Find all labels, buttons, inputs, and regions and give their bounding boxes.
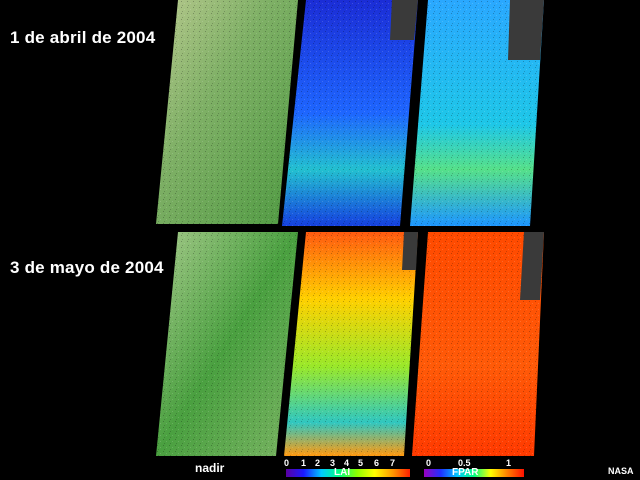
lai-tick: 6 — [374, 458, 380, 468]
lai-tick: 3 — [330, 458, 336, 468]
fpar-color-scale — [424, 469, 524, 477]
lai-tick: 7 — [390, 458, 396, 468]
date-label-april: 1 de abril de 2004 — [10, 28, 156, 47]
fpar-scale-label: FPAR — [452, 467, 479, 478]
lai-tick: 4 — [344, 458, 350, 468]
nadir-label: nadir — [195, 461, 225, 475]
lai-scale-label: LAI — [334, 467, 351, 478]
lai-tick: 2 — [315, 458, 321, 468]
nasa-credit: NASA — [608, 466, 634, 476]
lai-tick: 5 — [358, 458, 364, 468]
lai-tick: 0 — [284, 458, 290, 468]
fpar-tick: 1 — [506, 458, 512, 468]
lai-color-scale — [286, 469, 410, 477]
fpar-tick: 0 — [426, 458, 432, 468]
fpar-tick: 0.5 — [458, 458, 471, 468]
date-label-may: 3 de mayo de 2004 — [10, 258, 164, 277]
lai-tick: 1 — [301, 458, 307, 468]
